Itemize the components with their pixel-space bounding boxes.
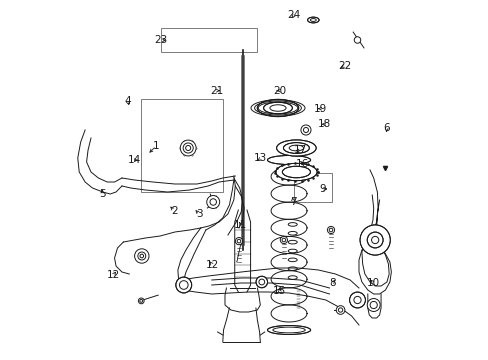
Ellipse shape [307,17,319,23]
Bar [294,173,331,202]
Text: 12: 12 [106,270,120,280]
Text: 7: 7 [289,197,296,207]
Text: 17: 17 [293,145,306,156]
Circle shape [359,225,389,255]
Ellipse shape [263,102,292,114]
Text: 20: 20 [273,86,286,96]
Text: 12: 12 [205,260,218,270]
Circle shape [180,140,196,156]
Ellipse shape [257,99,298,117]
Text: 21: 21 [209,86,223,96]
Circle shape [349,292,365,308]
Text: 23: 23 [154,35,167,45]
Ellipse shape [267,325,310,334]
Text: 18: 18 [317,119,330,129]
Circle shape [280,237,287,244]
Text: 4: 4 [124,96,131,106]
Circle shape [206,195,219,208]
Text: 15: 15 [273,286,286,296]
Ellipse shape [276,140,316,156]
Circle shape [366,298,379,311]
Text: 14: 14 [128,155,141,165]
Circle shape [336,306,344,314]
Circle shape [353,37,360,43]
Text: 13: 13 [254,153,267,163]
Ellipse shape [275,163,316,181]
Text: 8: 8 [329,278,335,288]
Text: 5: 5 [99,189,105,199]
Circle shape [138,298,144,304]
Text: 11: 11 [234,220,247,230]
Text: 10: 10 [366,278,379,288]
Circle shape [176,277,191,293]
Text: 19: 19 [314,104,327,114]
Circle shape [300,125,310,135]
Circle shape [327,226,334,234]
Text: 3: 3 [196,209,203,219]
Circle shape [235,238,242,245]
Circle shape [256,276,267,288]
Circle shape [134,249,149,263]
Bar [141,99,223,192]
Text: 16: 16 [296,159,309,169]
Ellipse shape [267,156,310,165]
Text: 22: 22 [337,60,350,71]
Circle shape [183,143,193,153]
Circle shape [138,252,145,260]
Text: 2: 2 [171,206,177,216]
Text: 1: 1 [153,141,159,151]
Text: 9: 9 [319,184,325,194]
Ellipse shape [282,166,310,178]
Ellipse shape [283,143,309,153]
Text: 24: 24 [287,10,300,20]
Text: 6: 6 [383,123,389,133]
Bar [161,28,257,52]
Circle shape [366,232,382,248]
